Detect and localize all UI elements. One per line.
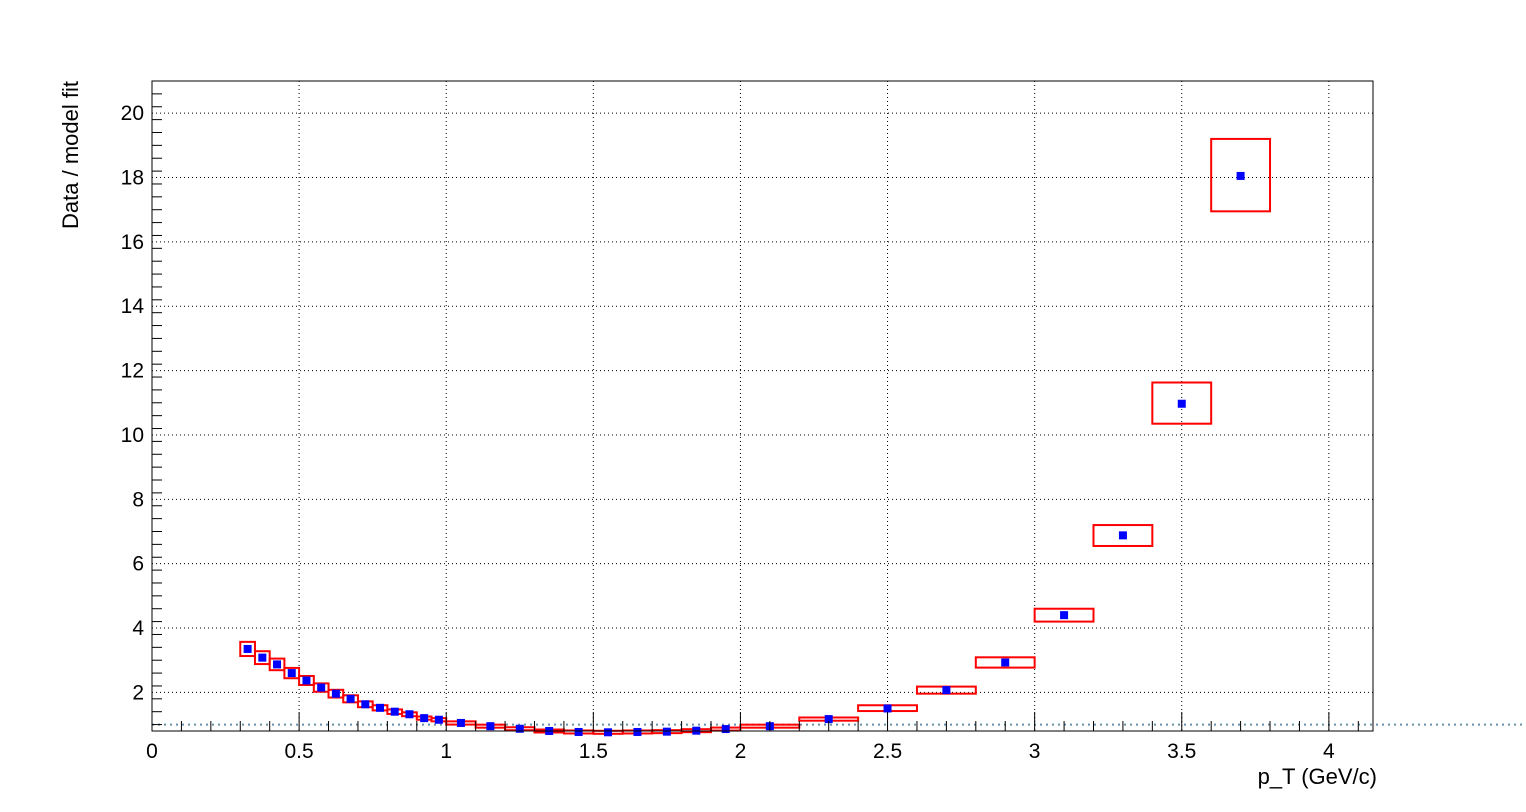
- data-point: [824, 715, 833, 724]
- data-point: [1060, 611, 1069, 620]
- y-tick-label: 2: [132, 681, 144, 704]
- x-tick-label: 1.5: [579, 740, 608, 763]
- data-point: [405, 710, 414, 719]
- error-box: [239, 640, 256, 658]
- data-point: [258, 653, 267, 662]
- x-tick-label: 2.5: [873, 740, 902, 763]
- y-tick-label: 20: [121, 102, 144, 125]
- y-tick-label: 10: [121, 424, 144, 447]
- y-tick-label: 18: [121, 167, 144, 190]
- y-tick-label: 4: [132, 617, 144, 640]
- data-point: [1236, 171, 1245, 180]
- data-point: [633, 727, 642, 736]
- data-point: [287, 669, 296, 678]
- y-axis-ticks: 2 4 6 8 10 12 14 16 18 20: [121, 80, 162, 726]
- y-tick-label: 12: [121, 360, 144, 383]
- data-point: [390, 707, 399, 716]
- data-point: [721, 725, 730, 734]
- data-point: [376, 703, 385, 712]
- x-tick-label: 0: [146, 740, 158, 763]
- data-point: [486, 722, 495, 731]
- x-tick-label: 4: [1323, 740, 1335, 763]
- data-point: [515, 724, 524, 733]
- y-tick-label: 8: [132, 488, 144, 511]
- x-tick-label: 3: [1029, 740, 1041, 763]
- error-box: [312, 682, 330, 693]
- data-point: [434, 715, 443, 724]
- error-box: [1210, 137, 1272, 213]
- data-point: [662, 727, 671, 736]
- error-box: [1151, 381, 1213, 425]
- data-point: [361, 700, 370, 709]
- error-box: [974, 656, 1036, 669]
- y-tick-label: 16: [121, 231, 144, 254]
- data-point: [942, 686, 951, 695]
- data-point: [456, 718, 465, 727]
- data-point: [317, 683, 326, 692]
- y-tick-label: 14: [121, 295, 145, 318]
- data-point: [1177, 399, 1186, 408]
- data-point: [273, 660, 282, 669]
- data-point: [420, 714, 429, 723]
- data-point: [302, 676, 311, 685]
- x-tick-label: 0.5: [285, 740, 314, 763]
- data-point: [1118, 531, 1127, 540]
- x-tick-label: 3.5: [1167, 740, 1196, 763]
- data-point: [604, 728, 613, 737]
- error-box: [1092, 524, 1154, 547]
- y-axis-title: Data / model fit: [58, 81, 83, 229]
- data-point: [331, 689, 340, 698]
- data-point: [243, 644, 252, 653]
- x-axis-title: p_T (GeV/c): [1258, 764, 1377, 789]
- data-point: [346, 694, 355, 703]
- x-tick-label: 2: [735, 740, 747, 763]
- error-box: [268, 657, 286, 672]
- data-point: [883, 704, 892, 713]
- y-tick-label: 6: [132, 553, 144, 576]
- error-box: [1033, 607, 1095, 623]
- x-axis-ticks: 0 0.5 1 1.5 2 2.5 3 3.5 4: [146, 712, 1359, 763]
- data-point: [1001, 658, 1010, 667]
- error-box: [283, 666, 301, 680]
- plot-frame: [151, 80, 1374, 732]
- data-point: [574, 727, 583, 736]
- error-box: [298, 674, 315, 686]
- x-tick-label: 1: [440, 740, 452, 763]
